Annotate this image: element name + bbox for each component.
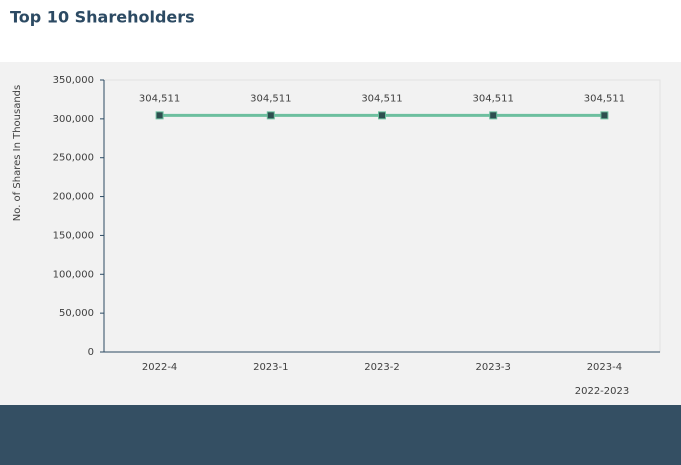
chart-title: Top 10 Shareholders bbox=[10, 8, 195, 27]
y-tick-label: 350,000 bbox=[53, 75, 94, 86]
data-label: 304,511 bbox=[250, 93, 291, 104]
x-tick-label: 2023-4 bbox=[587, 362, 622, 373]
data-label: 304,511 bbox=[139, 93, 180, 104]
marker bbox=[266, 111, 275, 120]
y-tick-label: 200,000 bbox=[53, 192, 94, 203]
marker bbox=[489, 111, 498, 120]
chart-area bbox=[0, 62, 681, 405]
y-axis-label: No. of Shares In Thousands bbox=[12, 85, 23, 221]
marker bbox=[378, 111, 386, 120]
y-tick-label: 300,000 bbox=[53, 114, 94, 125]
marker bbox=[155, 111, 164, 120]
y-tick-label: 250,000 bbox=[53, 153, 94, 164]
y-tick-label: 50,000 bbox=[59, 308, 94, 319]
x-tick-label: 2023-3 bbox=[475, 362, 510, 373]
marker bbox=[600, 111, 609, 120]
data-label: 304,511 bbox=[584, 93, 625, 104]
x-axis-label: 2022-2023 bbox=[575, 386, 630, 397]
y-tick-label: 150,000 bbox=[53, 230, 94, 241]
y-tick-label: 100,000 bbox=[53, 269, 94, 280]
data-label: 304,511 bbox=[473, 93, 514, 104]
y-tick-label: 0 bbox=[88, 347, 94, 358]
x-tick-label: 2023-1 bbox=[253, 362, 288, 373]
footer-band bbox=[0, 405, 681, 465]
data-label: 304,511 bbox=[361, 93, 402, 104]
x-tick-label: 2023-2 bbox=[364, 362, 399, 373]
x-tick-label: 2022-4 bbox=[142, 362, 177, 373]
